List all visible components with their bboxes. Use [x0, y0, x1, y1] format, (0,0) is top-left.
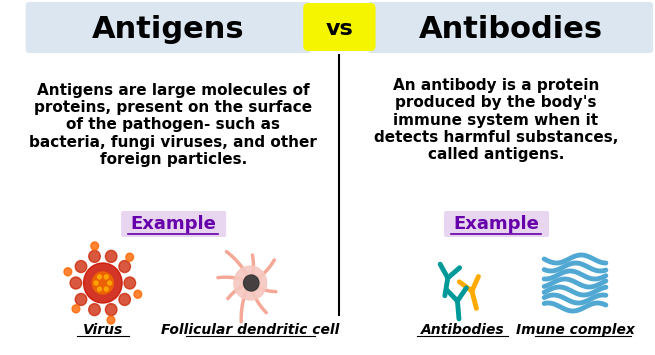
- FancyBboxPatch shape: [368, 2, 653, 53]
- Text: Antibodies: Antibodies: [419, 16, 603, 44]
- Circle shape: [134, 290, 141, 298]
- Circle shape: [88, 250, 100, 262]
- FancyBboxPatch shape: [121, 211, 226, 237]
- Circle shape: [107, 281, 111, 285]
- Text: Example: Example: [453, 215, 539, 233]
- Circle shape: [126, 253, 134, 261]
- Circle shape: [94, 281, 98, 285]
- Text: Virus: Virus: [83, 323, 123, 337]
- Circle shape: [104, 275, 108, 279]
- Text: Antigens: Antigens: [92, 16, 245, 44]
- Circle shape: [234, 266, 267, 300]
- Text: Imune complex: Imune complex: [515, 323, 635, 337]
- Circle shape: [124, 277, 136, 289]
- Circle shape: [84, 263, 122, 303]
- Circle shape: [119, 261, 130, 273]
- Circle shape: [88, 304, 100, 316]
- Text: Example: Example: [130, 215, 216, 233]
- Circle shape: [75, 294, 86, 305]
- Text: vs: vs: [326, 19, 354, 39]
- FancyBboxPatch shape: [26, 2, 311, 53]
- Text: Antigens are large molecules of
proteins, present on the surface
of the pathogen: Antigens are large molecules of proteins…: [29, 83, 317, 167]
- Circle shape: [75, 261, 86, 273]
- Circle shape: [91, 242, 98, 250]
- Text: Follicular dendritic cell: Follicular dendritic cell: [161, 323, 339, 337]
- Circle shape: [244, 275, 259, 291]
- Circle shape: [105, 304, 117, 316]
- Circle shape: [105, 250, 117, 262]
- Circle shape: [92, 272, 113, 294]
- Text: An antibody is a protein
produced by the body's
immune system when it
detects ha: An antibody is a protein produced by the…: [374, 78, 618, 162]
- Circle shape: [98, 287, 102, 291]
- FancyBboxPatch shape: [303, 3, 375, 51]
- Circle shape: [70, 277, 82, 289]
- Text: Antibodies: Antibodies: [421, 323, 504, 337]
- Circle shape: [104, 287, 108, 291]
- Circle shape: [64, 268, 71, 276]
- FancyBboxPatch shape: [444, 211, 549, 237]
- Circle shape: [107, 316, 115, 324]
- Circle shape: [72, 305, 80, 313]
- Circle shape: [98, 275, 102, 279]
- Circle shape: [119, 294, 130, 305]
